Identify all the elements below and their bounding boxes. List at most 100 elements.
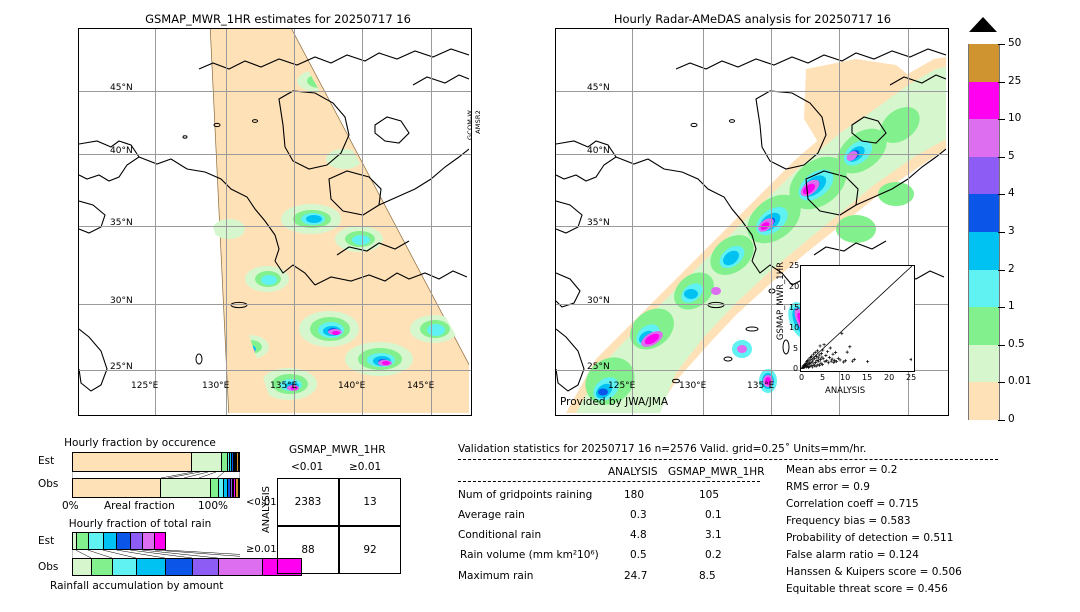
graticule-lon-145 (431, 29, 432, 415)
acc-obs-segment-5 (191, 558, 218, 576)
colorbar-label-0: 50 (1008, 37, 1022, 49)
bar-segment-0 (73, 453, 193, 471)
colorbar-band-7 (968, 307, 1000, 345)
scatter-ytick-15: 15 (789, 303, 800, 312)
graticule-r-lat-30 (556, 304, 948, 305)
bar-segment-3 (219, 479, 225, 497)
acc-obs-segment-7 (262, 558, 301, 576)
colorbar-tick-9 (998, 382, 1005, 384)
acc-est-segment-4 (116, 532, 130, 550)
acc-obs-segment-2 (111, 558, 136, 576)
accumulation-est-label: Est (38, 535, 55, 547)
validation-score-6: Hanssen & Kuipers score = 0.506 (786, 566, 962, 578)
graticule-lat-30 (79, 304, 471, 305)
colorbar-label-9: 0.01 (1008, 375, 1032, 388)
colorbar (968, 17, 1000, 420)
validation-header-rule (458, 459, 998, 460)
colorbar-label-4: 4 (1008, 187, 1015, 200)
validation-score-2: Correlation coeff = 0.715 (786, 498, 919, 510)
graticule-r-lon-135 (771, 29, 772, 415)
left-lat-label-25: 25°N (110, 362, 133, 372)
scatter-xtick-20: 20 (884, 373, 895, 382)
accumulation-obs-bar (72, 558, 302, 576)
colorbar-tick-4 (998, 194, 1005, 196)
right-lat-label-25: 25°N (587, 362, 610, 372)
bar-segment-2 (222, 453, 228, 471)
validation-row-estimate-2: 3.1 (705, 529, 722, 541)
graticule-lat-40 (79, 154, 471, 155)
validation-row-estimate-3: 0.2 (705, 549, 722, 561)
provider-label: Provided by JWA/JMA (560, 396, 669, 408)
occurrence-obs-bar (72, 478, 240, 498)
colorbar-band-9 (968, 382, 1000, 420)
graticule-r-lon-145 (908, 29, 909, 415)
bar-segment-4 (230, 453, 233, 471)
colorbar-arrow-icon (969, 17, 997, 32)
graticule-lon-130 (226, 29, 227, 415)
scatter-xtick-10: 10 (840, 373, 851, 382)
colorbar-label-5: 3 (1008, 225, 1015, 237)
colorbar-label-6: 2 (1008, 262, 1015, 275)
right-lat-label-30: 30°N (587, 296, 610, 306)
right-lon-label-135: 135°E (747, 381, 775, 391)
scatter-ytick-20: 20 (789, 282, 800, 291)
left-lon-label-145: 145°E (407, 381, 435, 391)
bar-segment-3 (227, 453, 231, 471)
colorbar-tick-7 (998, 307, 1005, 309)
left-panel-title: GSMAP_MWR_1HR estimates for 20250717 16 (145, 12, 411, 26)
colorbar-label-7: 1 (1008, 300, 1015, 313)
scatter-xtick-15: 15 (862, 373, 873, 382)
bar-segment-4 (224, 479, 228, 497)
bar-segment-1 (192, 453, 223, 471)
gsmap-map-canvas (79, 29, 469, 413)
validation-header: Validation statistics for 20250717 16 n=… (458, 443, 867, 455)
colorbar-band-0 (968, 44, 1000, 82)
contingency-column-group-label: GSMAP_MWR_1HR (289, 444, 386, 456)
bar-segment-8 (234, 479, 236, 497)
occurrence-xmax-label: 100% (198, 500, 229, 512)
graticule-lat-35 (79, 226, 471, 227)
colorbar-tick-8 (998, 344, 1005, 346)
graticule-r-lat-40 (556, 154, 948, 155)
scatter-ylabel: GSMAP_MWR_1HR (776, 262, 786, 341)
occurrence-xlabel: Areal fraction (104, 500, 175, 512)
occurrence-chart-title: Hourly fraction by occurence (64, 437, 216, 449)
graticule-r-lon-125 (632, 29, 633, 415)
colorbar-label-8: 0.5 (1008, 337, 1025, 350)
validation-row-label-3: Rain volume (mm km²10⁶) (460, 549, 599, 561)
acc-obs-segment-6 (217, 558, 263, 576)
contingency-col-header-0: <0.01 (291, 461, 324, 473)
right-lat-label-40: 40°N (587, 146, 610, 156)
validation-row-label-2: Conditional rain (458, 529, 542, 541)
acc-est-segment-7 (154, 532, 165, 550)
scatter-xtick-5: 5 (820, 373, 826, 382)
validation-row-analysis-1: 0.3 (630, 509, 647, 521)
graticule-lon-135 (294, 29, 295, 415)
validation-col-header-analysis: ANALYSIS (608, 466, 658, 478)
graticule-lat-25 (79, 370, 471, 371)
scatter-ytick-5: 5 (793, 344, 799, 353)
gsmap-estimate-map (78, 28, 472, 416)
validation-row-estimate-4: 8.5 (699, 570, 716, 582)
validation-row-analysis-0: 180 (624, 489, 645, 501)
graticule-r-lat-25 (556, 370, 948, 371)
bar-segment-1 (160, 479, 211, 497)
colorbar-label-2: 10 (1008, 112, 1022, 125)
acc-est-segment-1 (75, 532, 88, 550)
graticule-lon-140 (362, 29, 363, 415)
validation-score-7: Equitable threat score = 0.456 (786, 583, 948, 595)
validation-score-3: Frequency bias = 0.583 (786, 515, 911, 527)
scatter-inset (800, 265, 915, 372)
validation-score-1: RMS error = 0.9 (786, 481, 870, 493)
left-lat-label-40: 40°N (110, 146, 133, 156)
graticule-r-lon-140 (839, 29, 840, 415)
bar-segment-8 (235, 453, 237, 471)
occurrence-obs-label: Obs (38, 478, 59, 490)
acc-est-segment-2 (87, 532, 103, 550)
contingency-row-header-0: <0.01 (246, 497, 277, 508)
bar-segment-6 (230, 479, 233, 497)
contingency-cell-hit-miss: 2383 (277, 478, 339, 526)
colorbar-band-1 (968, 81, 1000, 120)
scatter-xtick-0: 0 (799, 373, 805, 382)
bar-segment-7 (232, 479, 235, 497)
